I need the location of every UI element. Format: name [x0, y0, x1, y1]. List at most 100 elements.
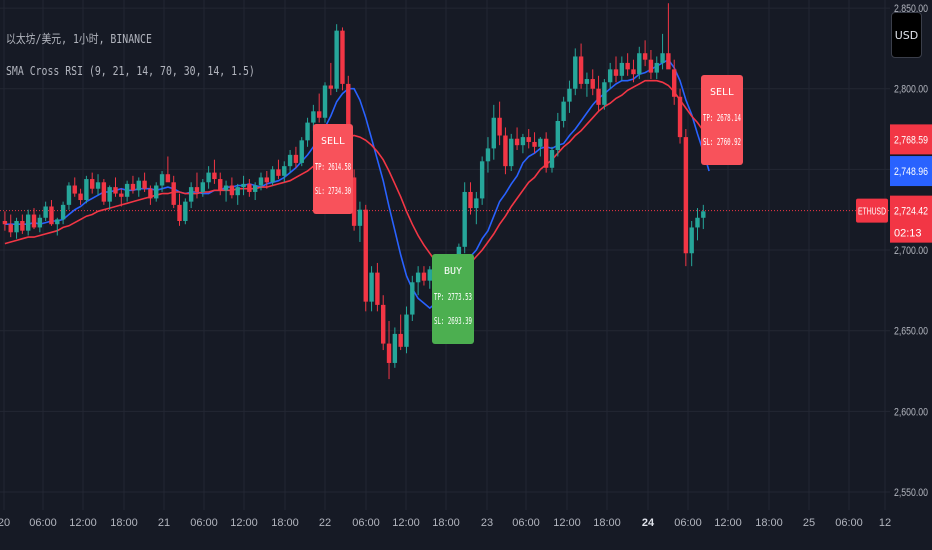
slow-ma-price-tag-text: 2,768.59	[894, 134, 928, 146]
candle-body	[381, 304, 386, 344]
candle-body	[299, 140, 304, 163]
candle	[607, 62, 613, 89]
symbol-title: 以太坊/美元, 1小时, BINANCE	[6, 32, 152, 46]
candle	[229, 177, 235, 199]
candle-body	[107, 187, 112, 202]
candle	[415, 266, 421, 296]
candle-body	[142, 180, 147, 189]
price-tick-label: 2,650.00	[894, 326, 928, 338]
sell-signal-label: SELL TP: 2614.58 SL: 2734.30	[313, 124, 353, 214]
bar-countdown: 02:13	[894, 228, 922, 240]
candle-body	[2, 220, 8, 225]
candle-body	[119, 193, 124, 197]
candle-body	[188, 187, 194, 202]
candle-body	[130, 183, 136, 191]
time-axis[interactable]: 20 06:00 12:00 18:00 21 06:00 12:00 18:00 22 06:0…	[0, 510, 891, 550]
candle-body	[578, 56, 584, 84]
candle-body	[427, 269, 432, 281]
candle	[49, 200, 54, 226]
candle	[613, 56, 619, 83]
candle	[526, 129, 531, 149]
candle-body	[241, 183, 246, 188]
candle	[485, 137, 491, 173]
candle-body	[672, 69, 677, 97]
candle-body	[194, 187, 200, 192]
candle	[648, 50, 654, 80]
candle-body	[159, 174, 165, 186]
candle-body	[171, 182, 176, 205]
candle-body	[573, 56, 578, 89]
candle	[66, 182, 72, 210]
candle-body	[154, 185, 159, 199]
indicator-legend[interactable]: SMA Cross RSI (9, 21, 14, 70, 30, 14, 1.…	[6, 64, 255, 78]
time-tick-label: 22	[319, 517, 331, 529]
candle	[375, 262, 380, 312]
signal-sl: SL: 2734.30	[315, 186, 351, 197]
candle-body	[334, 30, 339, 89]
candle	[124, 180, 130, 202]
candle	[538, 137, 543, 157]
candle	[25, 209, 31, 236]
candle	[468, 182, 473, 215]
slow-ma-price-tag-bg	[890, 124, 932, 155]
time-tick-label: 12	[879, 517, 891, 529]
last-price-text: 2,724.42	[894, 206, 928, 218]
price-tick-label: 2,700.00	[894, 245, 928, 257]
candle	[672, 59, 677, 105]
candle	[218, 172, 223, 196]
candle-body	[375, 272, 380, 305]
candle	[386, 321, 392, 380]
candle-body	[689, 227, 694, 254]
candle-body	[462, 191, 467, 247]
time-tick-label: 12:00	[69, 517, 97, 529]
candle	[543, 132, 549, 173]
signal-tp: TP: 2614.58	[315, 162, 351, 173]
candle-body	[165, 174, 171, 183]
candle	[95, 174, 101, 196]
candle	[264, 170, 270, 189]
candle-body	[497, 117, 502, 136]
candle-body	[567, 88, 572, 102]
currency-button[interactable]: USD	[891, 12, 922, 58]
candle-body	[148, 188, 153, 199]
candle-body	[695, 217, 700, 228]
candle	[474, 191, 479, 225]
candle-body	[37, 217, 43, 228]
candle-body	[648, 59, 654, 73]
candle-body	[363, 209, 368, 302]
sell-signal-label: SELL TP: 2678.14 SL: 2760.92	[701, 75, 743, 165]
candle	[148, 185, 153, 205]
candle	[596, 75, 601, 112]
candle	[177, 193, 182, 226]
candle-body	[631, 69, 636, 75]
price-axis[interactable]: 2,850.002,800.002,750.002,700.002,650.00…	[856, 0, 932, 550]
candle	[2, 211, 8, 231]
candle	[171, 175, 176, 209]
symbol-price-tag: ETHUSD	[856, 198, 888, 223]
time-tick-label: 18:00	[110, 517, 138, 529]
candle	[276, 159, 281, 180]
symbol-tag-bg	[856, 198, 888, 223]
candle-body	[613, 69, 619, 76]
candle	[369, 266, 374, 312]
candle	[555, 112, 561, 157]
candle	[130, 175, 136, 194]
candle-body	[491, 117, 496, 149]
signal-sl: SL: 2693.39	[434, 316, 472, 327]
candle-body	[316, 111, 322, 118]
candle	[491, 104, 496, 160]
candle	[101, 179, 107, 205]
chart-grid	[0, 0, 890, 510]
candle	[677, 88, 683, 144]
candle-body	[607, 69, 613, 83]
candle-body	[590, 79, 595, 89]
candle-body	[14, 220, 19, 233]
time-tick-label: 06:00	[674, 517, 702, 529]
candle-body	[305, 122, 310, 141]
price-tick-label: 2,800.00	[894, 84, 928, 96]
candle	[43, 201, 48, 221]
candle	[421, 266, 427, 286]
candle	[60, 201, 66, 225]
candle	[666, 3, 671, 70]
